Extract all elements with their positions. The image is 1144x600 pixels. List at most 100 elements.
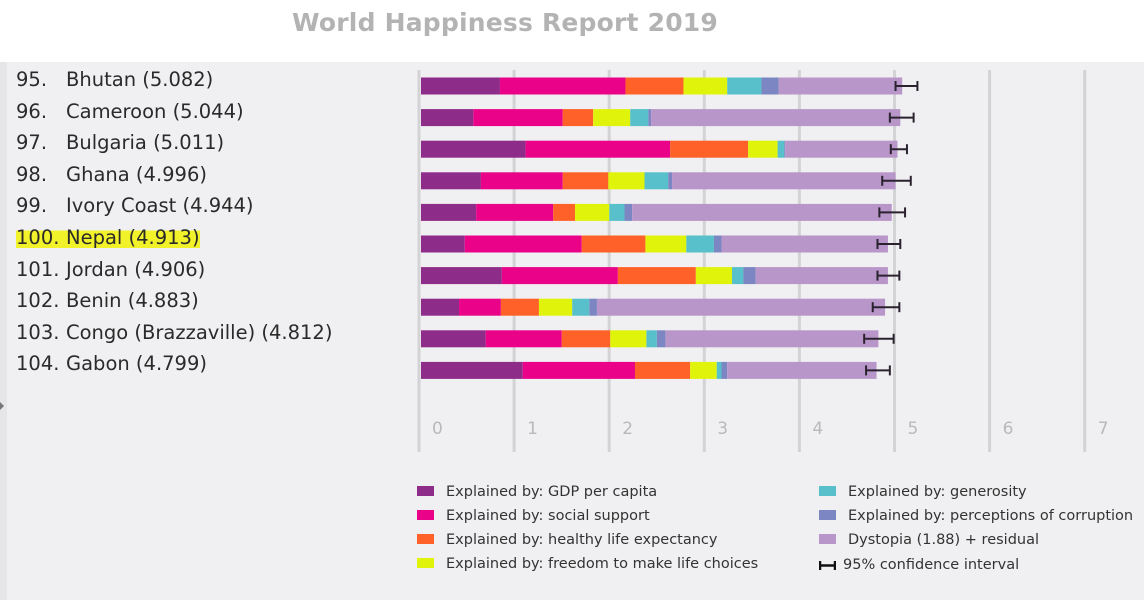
bar-row <box>421 267 888 285</box>
bar-segment <box>610 330 647 348</box>
error-bar <box>878 207 907 218</box>
bar-segment <box>713 235 722 253</box>
country-label: 96. Cameroon (5.044) <box>16 100 244 123</box>
bar-segment <box>668 172 673 190</box>
bar-segment <box>562 172 609 190</box>
legend-item: Explained by: freedom to make life choic… <box>417 556 758 572</box>
panel-left-edge <box>0 62 7 600</box>
legend-item: Explained by: GDP per capita <box>417 484 657 500</box>
bar-segment <box>695 267 732 285</box>
country-label: 95. Bhutan (5.082) <box>16 68 213 91</box>
legend-label: Explained by: generosity <box>848 484 1027 500</box>
stacked-bars <box>421 77 903 379</box>
bar-segment <box>727 361 877 379</box>
rank-label: 95. <box>16 68 48 91</box>
legend-swatch <box>417 534 434 544</box>
bar-segment <box>727 77 762 95</box>
bar-segment <box>473 109 563 127</box>
error-bar <box>888 112 915 123</box>
bar-segment <box>553 203 576 221</box>
bar-segment <box>777 140 785 158</box>
x-tick-label: 4 <box>812 419 823 439</box>
bar-segment <box>651 109 901 127</box>
country-name-score: Ivory Coast (4.944) <box>66 194 254 218</box>
error-bar <box>889 144 908 155</box>
bar-segment <box>721 235 888 253</box>
rank-label: 98. <box>16 162 48 186</box>
bar-row <box>421 330 879 348</box>
bar-segment <box>686 235 714 253</box>
gridlines <box>417 70 1087 452</box>
country-name-score: Bhutan (5.082) <box>66 68 214 91</box>
rank-label: 97. <box>16 131 48 155</box>
bar-segment <box>572 298 590 316</box>
country-label: 101. Jordan (4.906) <box>16 258 205 281</box>
country-name-score: Ghana (4.996) <box>66 162 207 186</box>
bar-segment <box>743 267 756 285</box>
bar-segment <box>421 361 523 379</box>
country-name-score: Cameroon (5.044) <box>66 99 244 123</box>
bar-segment <box>485 330 562 348</box>
legend-swatch <box>819 486 836 496</box>
x-tick-label: 7 <box>1098 419 1109 439</box>
bar-segment <box>748 140 778 158</box>
legend-swatch <box>417 486 434 496</box>
country-label: 99. Ivory Coast (4.944) <box>16 194 254 217</box>
x-tick-label: 6 <box>1003 419 1014 439</box>
error-bar <box>865 365 891 376</box>
bar-segment <box>716 361 722 379</box>
bar-segment <box>656 330 666 348</box>
bar-segment <box>755 267 888 285</box>
bar-segment <box>665 330 879 348</box>
legend-swatch <box>417 558 434 568</box>
bar-segment <box>625 77 684 95</box>
bar-segment <box>581 235 646 253</box>
legend-label: Explained by: freedom to make life choic… <box>446 556 759 572</box>
legend-label: 95% confidence interval <box>843 557 1020 573</box>
bar-segment <box>501 267 618 285</box>
legend-item: Dystopia (1.88) + residual <box>819 532 1039 548</box>
bar-segment <box>421 298 460 316</box>
rank-label: 104. <box>16 352 60 376</box>
rank-label: 99. <box>16 194 48 218</box>
bar-segment <box>670 140 749 158</box>
country-label: 97. Bulgaria (5.011) <box>16 131 224 154</box>
country-label: 98. Ghana (4.996) <box>16 163 207 186</box>
bar-segment <box>609 203 625 221</box>
rank-label: 101. <box>16 257 60 281</box>
bar-segment <box>421 203 477 221</box>
legend-label: Explained by: perceptions of corruption <box>848 508 1134 524</box>
country-name-score: Jordan (4.906) <box>66 257 206 281</box>
bar-segment <box>596 298 886 316</box>
legend-label: Explained by: social support <box>446 508 650 524</box>
bar-segment <box>421 235 465 253</box>
chevron-right-icon <box>0 402 4 410</box>
bar-segment <box>421 172 481 190</box>
chart-title: World Happiness Report 2019 <box>292 8 718 37</box>
bar-segment <box>683 77 728 95</box>
rank-label: 102. <box>16 289 60 313</box>
bar-segment <box>644 172 669 190</box>
bar-row <box>421 298 886 316</box>
x-tick-label: 0 <box>432 419 443 439</box>
bar-segment <box>648 109 652 127</box>
legend-item: 95% confidence interval <box>818 556 1020 574</box>
country-label: 104. Gabon (4.799) <box>16 352 207 375</box>
bar-segment <box>785 140 898 158</box>
bar-segment <box>562 109 594 127</box>
country-label: 102. Benin (4.883) <box>16 289 199 312</box>
country-name-score: Bulgaria (5.011) <box>66 131 225 155</box>
country-label: 103. Congo (Brazzaville) (4.812) <box>16 321 332 344</box>
bar-segment <box>522 361 635 379</box>
legend-label: Dystopia (1.88) + residual <box>848 532 1040 548</box>
legend-swatch <box>819 534 836 544</box>
bar-segment <box>624 203 633 221</box>
x-tick-label: 1 <box>527 419 538 439</box>
country-name-score: Congo (Brazzaville) (4.812) <box>66 320 333 344</box>
bar-segment <box>632 203 892 221</box>
bar-segment <box>617 267 696 285</box>
legend-swatch <box>417 510 434 520</box>
error-bar-icon <box>818 556 837 574</box>
bar-segment <box>421 267 502 285</box>
bar-segment <box>645 235 687 253</box>
